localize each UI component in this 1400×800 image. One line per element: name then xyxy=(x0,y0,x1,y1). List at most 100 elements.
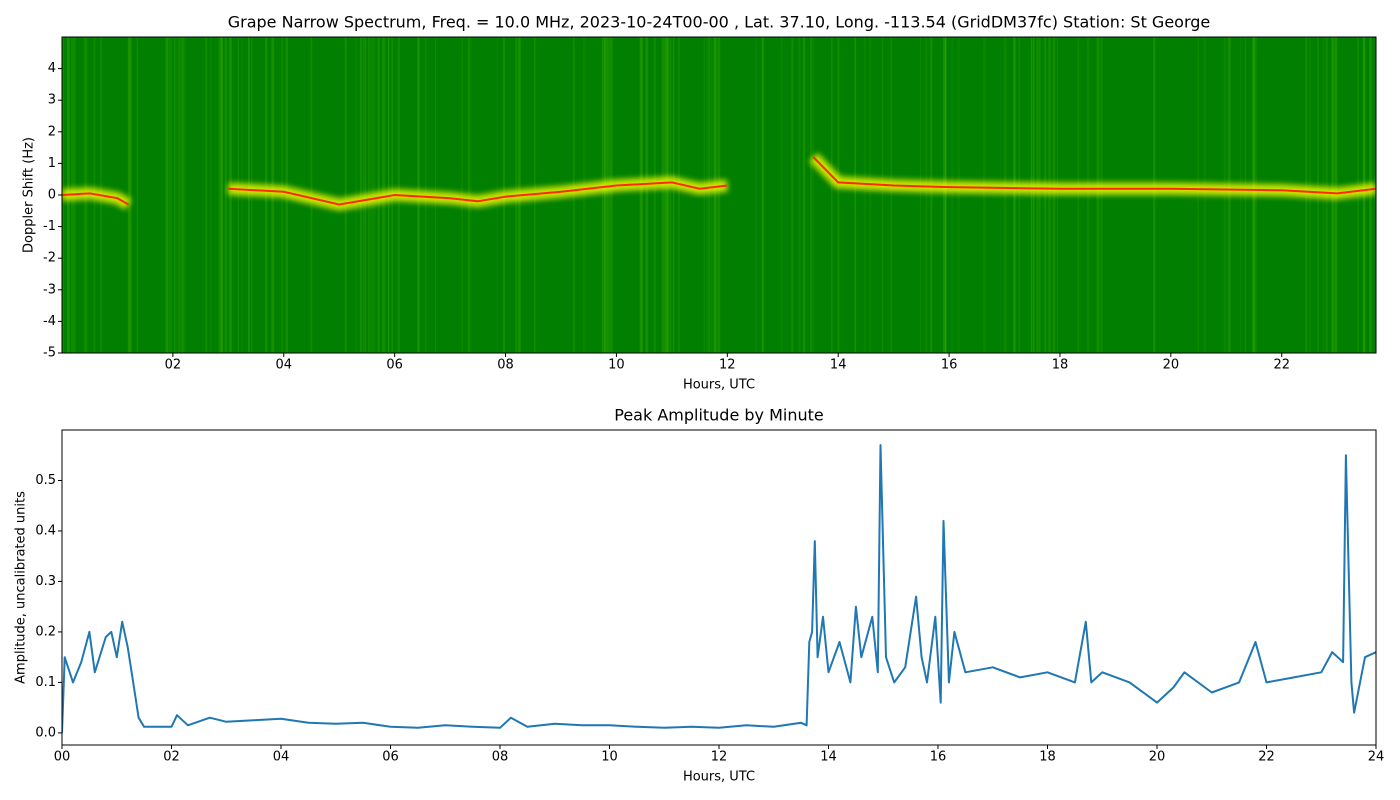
noise-stripe xyxy=(639,37,642,353)
x-tick-label: 10 xyxy=(608,358,625,373)
x-tick-label: 12 xyxy=(719,358,736,373)
noise-stripe xyxy=(178,37,180,353)
x-tick-label: 22 xyxy=(1258,750,1275,765)
noise-stripe xyxy=(798,37,801,353)
chart-title: Peak Amplitude by Minute xyxy=(614,406,824,425)
noise-stripe xyxy=(666,37,669,353)
noise-stripe xyxy=(641,37,643,353)
noise-stripe xyxy=(136,37,139,353)
noise-stripe xyxy=(1096,37,1100,353)
noise-stripe xyxy=(929,37,933,353)
noise-stripe xyxy=(179,37,182,353)
noise-stripe xyxy=(670,37,672,353)
noise-stripe xyxy=(791,37,794,353)
x-tick-label: 02 xyxy=(163,750,180,765)
x-tick-label: 04 xyxy=(273,750,290,765)
y-tick-label: 1 xyxy=(48,156,56,171)
y-tick-label: -3 xyxy=(43,282,56,297)
noise-stripe xyxy=(811,37,814,353)
noise-stripe xyxy=(1087,37,1090,353)
y-tick-label: 0.3 xyxy=(35,574,56,589)
noise-stripe xyxy=(944,37,947,353)
noise-stripe xyxy=(661,37,665,353)
noise-stripe xyxy=(1014,37,1017,353)
x-tick-label: 14 xyxy=(820,750,837,765)
noise-stripe xyxy=(1036,37,1039,353)
noise-stripe xyxy=(640,37,642,353)
noise-stripe xyxy=(604,37,606,353)
x-tick-label: 04 xyxy=(275,358,292,373)
noise-stripe xyxy=(951,37,953,353)
noise-stripe xyxy=(344,37,347,353)
noise-stripe xyxy=(1030,37,1033,353)
noise-stripe xyxy=(1052,37,1056,353)
noise-stripe xyxy=(761,37,764,353)
noise-stripe xyxy=(170,37,173,353)
noise-stripe xyxy=(944,37,947,353)
noise-stripe xyxy=(1032,37,1035,353)
noise-stripe xyxy=(224,37,227,353)
noise-stripe xyxy=(127,37,131,353)
plot-area xyxy=(62,37,1376,353)
noise-stripe xyxy=(930,37,933,353)
noise-stripe xyxy=(183,37,186,353)
trace-line xyxy=(62,156,1376,206)
noise-stripe xyxy=(715,37,717,353)
noise-stripe xyxy=(780,37,783,353)
noise-stripe xyxy=(755,37,758,353)
y-tick-label: 0 xyxy=(48,188,56,203)
noise-stripe xyxy=(706,37,709,353)
noise-stripe xyxy=(863,37,866,353)
noise-stripe xyxy=(603,37,607,353)
y-tick-label: 0.2 xyxy=(35,624,56,639)
y-tick-label: 3 xyxy=(48,93,56,108)
x-tick-label: 16 xyxy=(930,750,947,765)
noise-stripe xyxy=(645,37,649,353)
noise-stripe xyxy=(182,37,185,353)
x-tick-label: 08 xyxy=(497,358,514,373)
noise-stripe xyxy=(667,37,670,353)
noise-stripe xyxy=(717,37,721,353)
noise-stripe xyxy=(957,37,961,353)
noise-stripe xyxy=(925,37,928,353)
y-tick-label: 0.0 xyxy=(35,725,56,740)
y-tick-label: 0.4 xyxy=(35,523,56,538)
plot-area xyxy=(62,444,1376,733)
noise-stripe xyxy=(175,37,177,353)
y-tick-label: 0.1 xyxy=(35,675,56,690)
noise-stripe xyxy=(220,37,223,353)
noise-stripe xyxy=(653,37,655,353)
noise-stripe xyxy=(165,37,168,353)
noise-stripe xyxy=(919,37,922,353)
noise-stripe xyxy=(802,37,806,353)
x-tick-label: 06 xyxy=(386,358,403,373)
y-tick-label: -1 xyxy=(43,219,56,234)
noise-stripe xyxy=(831,37,833,353)
y-axis-label: Amplitude, uncalibrated units xyxy=(14,491,29,684)
noise-stripe xyxy=(220,37,223,353)
noise-stripe xyxy=(1048,37,1051,353)
x-axis-label: Hours, UTC xyxy=(683,770,755,785)
noise-stripe xyxy=(1374,37,1376,353)
noise-stripe xyxy=(664,37,668,353)
noise-stripe xyxy=(1004,37,1007,353)
x-tick-label: 18 xyxy=(1052,358,1069,373)
noise-stripe xyxy=(703,37,705,353)
axes-frame xyxy=(61,429,1377,746)
noise-stripe xyxy=(881,37,884,353)
noise-stripe xyxy=(854,37,857,353)
x-tick-label: 24 xyxy=(1368,750,1385,765)
x-axis-label: Hours, UTC xyxy=(683,378,755,393)
x-tick-label: 20 xyxy=(1163,358,1180,373)
chart-title: Grape Narrow Spectrum, Freq. = 10.0 MHz,… xyxy=(228,13,1211,32)
noise-stripe xyxy=(869,37,872,353)
noise-stripe xyxy=(678,37,680,353)
noise-stripe xyxy=(210,37,212,353)
noise-stripe xyxy=(166,37,170,353)
noise-stripe xyxy=(1056,37,1058,353)
noise-stripe xyxy=(610,37,613,353)
x-tick-label: 06 xyxy=(382,750,399,765)
x-tick-label: 16 xyxy=(941,358,958,373)
noise-stripe xyxy=(218,37,221,353)
